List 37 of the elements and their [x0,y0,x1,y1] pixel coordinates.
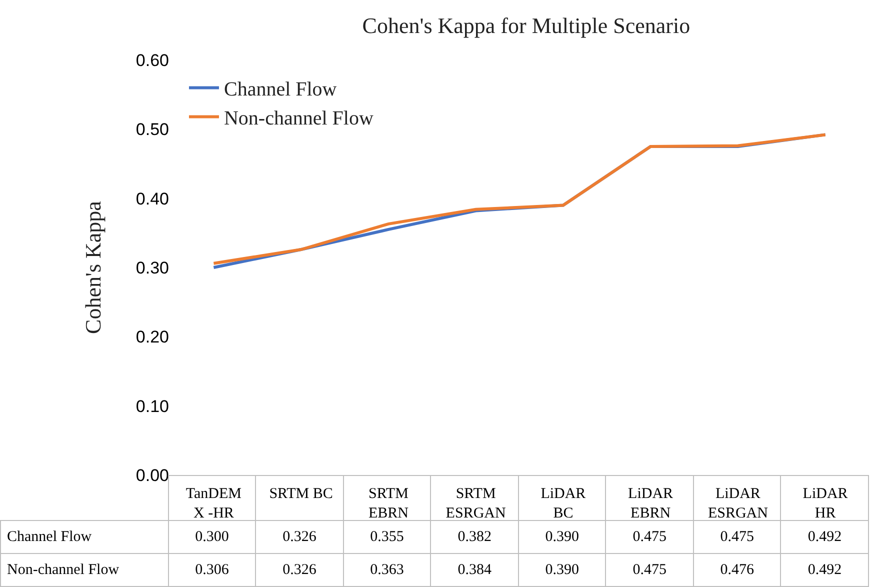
text: Channel Flow [7,528,92,544]
data-label: 0.363 [343,554,431,586]
x-tick-label: LiDAR ESRGAN [708,486,768,522]
data-label: 0.475 [606,554,694,586]
x-tick-label: SRTM BC [269,486,333,502]
data-label: 0.492 [780,520,868,554]
data-label: 0.475 [606,520,694,554]
x-tick-label: TanDEM X -HR [186,486,242,522]
data-label: 0.384 [430,554,518,586]
data-label: 0.382 [430,520,518,554]
x-tick-label: LiDAR BC [540,486,586,522]
y-axis-title: Cohen's Kappa [80,200,106,334]
text: Non-channel Flow [7,562,120,578]
y-tick-label: 0.60 [136,50,169,70]
y-tick-label: 0.00 [136,466,169,485]
data-label: 0.326 [256,520,344,554]
y-tick-label: 0.40 [136,189,169,208]
x-tick-label: SRTM EBRN [368,486,409,522]
legend-label: Channel Flow [224,78,338,101]
y-tick-label: 0.20 [136,328,169,347]
x-tick-label: SRTM ESRGAN [446,486,506,522]
data-label: 0.300 [168,520,256,554]
data-label: 0.306 [168,554,256,586]
data-label: 0.476 [693,554,781,586]
data-label: 0.492 [780,554,868,586]
data-label: 0.326 [256,554,344,586]
legend-label: Non-channel Flow [224,108,374,130]
chart-title: Cohen's Kappa for Multiple Scenario [362,13,690,38]
y-tick-label: 0.30 [136,258,169,278]
x-tick-label: LiDAR HR [802,486,848,522]
x-tick-label: LiDAR EBRN [628,486,674,522]
data-label: 0.390 [518,520,606,554]
data-label: 0.475 [693,520,781,554]
data-label: 0.390 [518,554,606,586]
y-tick-label: 0.10 [136,396,169,416]
y-tick-label: 0.50 [136,120,169,140]
data-label: 0.355 [343,520,431,554]
